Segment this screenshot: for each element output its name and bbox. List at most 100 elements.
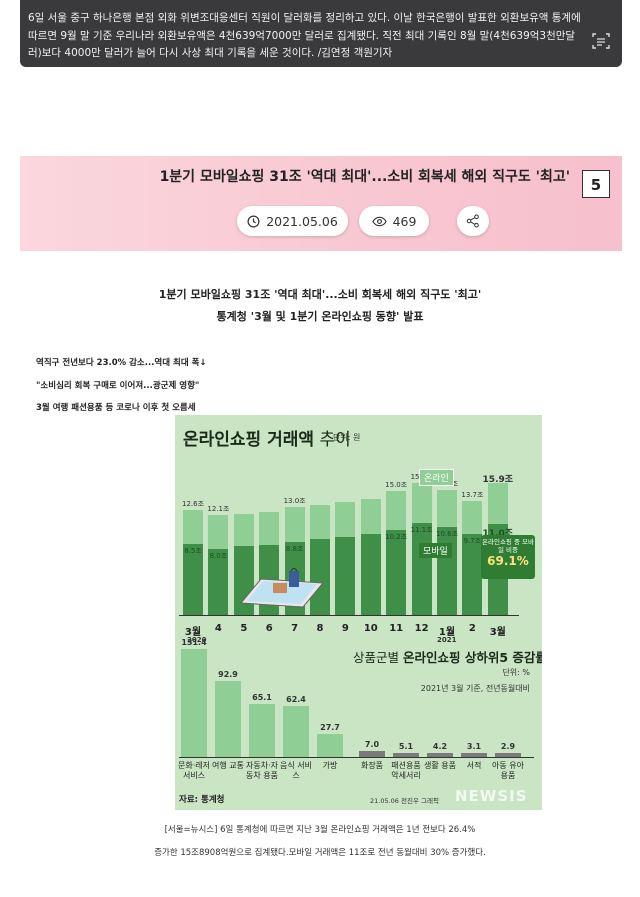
month-tick-label: 7: [291, 623, 299, 634]
mobile-value-label: 8.5조: [184, 547, 202, 556]
category-label: 생활 용품: [424, 761, 456, 770]
mobile-share-callout: 온라인쇼핑 중 모바일 비중 69.1%: [481, 535, 535, 579]
mobile-bar: [437, 527, 457, 615]
chart-unit: 단위: 원: [333, 433, 361, 442]
watermark: NEWSIS: [455, 787, 528, 805]
category-label: 자동차·자동차 용품: [246, 761, 278, 780]
mobile-bar: [386, 530, 407, 615]
month-tick-label: 8: [316, 623, 324, 634]
category-bar: [215, 680, 241, 757]
online-value-label: 13.0조: [283, 497, 306, 506]
mobile-value-label: 8.8조: [285, 544, 304, 553]
month-tick-label: 3월: [184, 627, 202, 638]
category-value-label: 3.1: [466, 742, 482, 751]
month-tick-label: 4: [214, 623, 222, 634]
category-label: 화장품: [360, 761, 384, 770]
month-tick-label: 11: [389, 623, 404, 634]
mobile-share-label: 온라인쇼핑 중 모바일 비중: [482, 538, 534, 554]
mobile-value-label: 11.1조: [410, 525, 433, 534]
category-axis-line: [179, 757, 534, 758]
mobile-bar: [183, 544, 203, 615]
bullet-3: 3월 여행 패션용품 등 코로나 이후 첫 오름세: [36, 403, 196, 413]
year-2020-label: 2020: [187, 636, 207, 644]
article-banner: 1분기 모바일쇼핑 31조 '역대 최대'...소비 회복세 해외 직구도 '최…: [20, 156, 622, 251]
category-value-label: 4.2: [432, 742, 448, 751]
category-label: 패션용품 악세서리: [391, 761, 421, 780]
share-button[interactable]: [457, 206, 489, 236]
credit-label: 21.05.06 전진우 그래픽: [370, 797, 439, 805]
category-bar: [181, 649, 207, 757]
article-number-badge: 5: [582, 170, 610, 198]
category-value-label: 131.4: [181, 638, 207, 648]
axis-line: [179, 615, 519, 616]
legend-mobile: 모바일: [419, 543, 452, 558]
legend-online: 온라인: [419, 469, 454, 486]
source-label: 자료: 통계청: [179, 795, 225, 805]
infographic: 온라인쇼핑 거래액 추이 단위: 원 12.6조 8.5조 3월 12.1조 8.0조 4…: [175, 415, 542, 810]
category-bar: [317, 734, 343, 757]
month-tick-label: 5: [240, 623, 248, 634]
online-value-label: 12.1조: [207, 504, 230, 513]
mobile-bar: [310, 539, 330, 615]
category-value-label: 92.9: [218, 669, 238, 679]
category-label: 여행 교통: [212, 761, 244, 770]
clock-icon: [247, 215, 260, 227]
category-bar: [427, 753, 453, 757]
caption-text: 6일 서울 중구 하나은행 본점 외화 위변조대응센터 직원이 달러화를 정리하…: [28, 12, 581, 59]
infographic-title: 온라인쇼핑 거래액 추이: [183, 430, 351, 450]
category-bar: [461, 753, 487, 757]
online-value-label: 13.7조: [461, 491, 484, 500]
bullet-1: 역직구 전년보다 23.0% 감소...역대 최대 폭↓: [36, 358, 207, 368]
mobile-bar: [208, 548, 229, 615]
category-value-label: 27.7: [320, 723, 340, 733]
mobile-bar: [335, 536, 356, 615]
category-bar: [495, 753, 521, 757]
month-tick-label: 2: [468, 623, 476, 634]
category-label: 가방: [322, 761, 338, 770]
month-tick-label: 9: [341, 623, 349, 634]
category-bar: [249, 703, 275, 757]
smartphone-illustration: [233, 565, 325, 611]
category-value-label: 2.9: [500, 742, 516, 751]
mobile-share-value: 69.1%: [487, 554, 529, 568]
category-value-label: 65.1: [252, 692, 272, 702]
category-label: 서적: [466, 761, 482, 770]
month-tick-label: 3월: [489, 627, 506, 638]
share-icon: [466, 214, 479, 228]
category-label: 문화·레저 서비스: [178, 761, 210, 780]
section2-title: 상품군별 온라인쇼핑 상하위5 증감률: [353, 650, 542, 665]
scan-text-icon[interactable]: [592, 32, 610, 50]
online-value-label: 15.0조: [385, 480, 408, 489]
section2-note: 2021년 3월 기준, 전년동월대비: [420, 684, 530, 693]
eye-icon: [371, 216, 387, 226]
month-tick-label: 10: [363, 623, 378, 634]
photo-caption-card: 6일 서울 중구 하나은행 본점 외화 위변조대응센터 직원이 달러화를 정리하…: [20, 0, 622, 67]
body-line-2: 증가한 15조8908억원으로 집계됐다.모바일 거래액은 11조로 전년 동월…: [154, 848, 486, 858]
month-tick-label: 12: [414, 623, 429, 634]
mobile-bar: [411, 522, 432, 615]
article-date: 2021.05.06: [266, 213, 338, 229]
bullet-2: "소비심리 회복 구매로 이어져...광군제 영향": [36, 381, 200, 391]
mobile-value-label: 10.6조: [435, 530, 459, 539]
banner-title[interactable]: 1분기 모바일쇼핑 31조 '역대 최대'...소비 회복세 해외 직구도 '최…: [159, 169, 570, 185]
online-value-label: 12.6조: [181, 500, 205, 509]
mobile-value-label: 8.0조: [209, 551, 228, 560]
mobile-value-label: 10.2조: [385, 533, 408, 542]
views-pill: 469: [359, 206, 429, 236]
date-pill: 2021.05.06: [237, 206, 348, 236]
category-label: 아동 유아용품: [492, 761, 524, 780]
category-bar: [283, 705, 309, 757]
category-value-label: 62.4: [286, 694, 306, 704]
year-2021-label: 2021: [437, 636, 457, 644]
month-tick-label: 1월: [438, 627, 456, 638]
month-tick-label: 6: [265, 623, 273, 634]
section2-unit: 단위: %: [502, 668, 530, 677]
view-count: 469: [392, 213, 417, 229]
mobile-value-label: 9.7조: [463, 537, 482, 546]
category-label: 음식 서비스: [280, 761, 312, 780]
mobile-bar: [462, 534, 483, 615]
category-bar: [393, 752, 419, 757]
mobile-bar: [360, 533, 381, 615]
article-subheadline: 통계청 '3월 및 1분기 온라인쇼핑 동향' 발표: [216, 310, 424, 323]
category-bar: [359, 751, 385, 757]
